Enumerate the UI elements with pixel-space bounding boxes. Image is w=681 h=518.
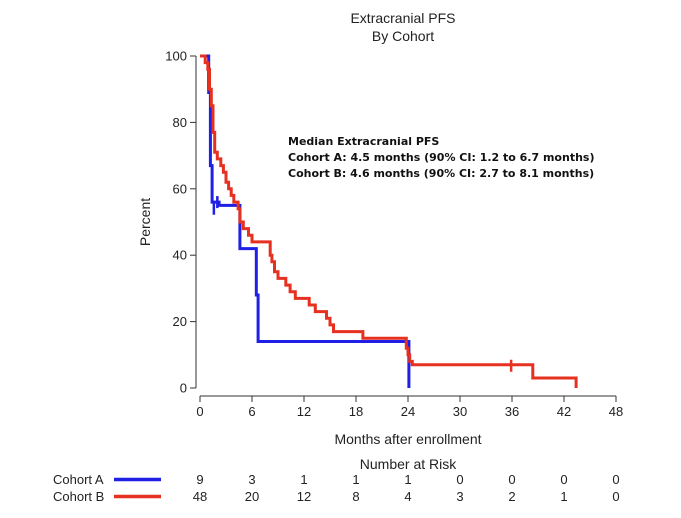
risk-row-label-0: Cohort A [53, 472, 104, 487]
annotation-heading: Median Extracranial PFS [288, 135, 439, 148]
x-tick-label-1: 6 [248, 404, 255, 419]
risk-count-0-5: 0 [456, 472, 463, 487]
risk-count-1-6: 2 [508, 489, 515, 504]
risk-count-0-1: 3 [248, 472, 255, 487]
series-line-0 [200, 54, 411, 388]
y-tick-label-3: 60 [173, 181, 187, 196]
y-tick-label-2: 40 [173, 248, 187, 263]
chart-title: Extracranial PFS [350, 10, 455, 26]
risk-count-0-2: 1 [300, 472, 307, 487]
x-axis-label: Months after enrollment [334, 431, 481, 447]
plot-axes: 0 20 40 60 80 100 0 6 12 18 24 30 36 42 48 [165, 49, 623, 420]
y-axis-label: Percent [137, 198, 153, 246]
series-line-1 [200, 54, 578, 388]
risk-count-1-1: 20 [245, 489, 259, 504]
risk-row-label-1: Cohort B [53, 489, 104, 504]
risk-count-0-3: 1 [352, 472, 359, 487]
risk-count-1-3: 8 [352, 489, 359, 504]
risk-table: Cohort A 9 3 1 1 1 0 0 0 0 Cohort B 48 20 12 8 4 3 2 1 0 [53, 472, 620, 504]
risk-count-1-0: 48 [193, 489, 207, 504]
x-tick-label-6: 36 [505, 404, 519, 419]
annotation-cohort-a: Cohort A: 4.5 months (90% CI: 1.2 to 6.7… [288, 151, 594, 164]
risk-count-0-8: 0 [612, 472, 619, 487]
risk-count-1-8: 0 [612, 489, 619, 504]
x-tick-label-0: 0 [196, 404, 203, 419]
risk-count-0-7: 0 [560, 472, 567, 487]
risk-count-1-2: 12 [297, 489, 311, 504]
x-tick-label-3: 18 [349, 404, 363, 419]
risk-count-1-7: 1 [560, 489, 567, 504]
y-tick-label-0: 0 [180, 381, 187, 396]
y-tick-label-5: 100 [165, 49, 187, 64]
chart-subtitle: By Cohort [372, 28, 434, 44]
x-tick-label-7: 42 [557, 404, 571, 419]
x-tick-label-8: 48 [609, 404, 623, 419]
x-tick-label-4: 24 [401, 404, 415, 419]
risk-count-1-5: 3 [456, 489, 463, 504]
risk-count-0-4: 1 [404, 472, 411, 487]
y-tick-label-1: 20 [173, 314, 187, 329]
x-tick-label-5: 30 [453, 404, 467, 419]
annotation-cohort-b: Cohort B: 4.6 months (90% CI: 2.7 to 8.1… [288, 167, 594, 180]
risk-count-0-6: 0 [508, 472, 515, 487]
x-tick-label-2: 12 [297, 404, 311, 419]
plot-series [200, 54, 578, 388]
risk-count-0-0: 9 [196, 472, 203, 487]
y-tick-label-4: 80 [173, 115, 187, 130]
risk-table-title: Number at Risk [360, 456, 457, 472]
risk-count-1-4: 4 [404, 489, 411, 504]
